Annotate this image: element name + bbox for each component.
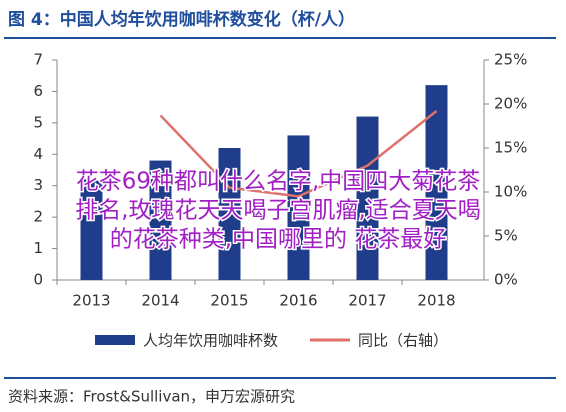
y-tick-label: 7 [33, 51, 43, 69]
y2-tick-label: 25% [494, 51, 527, 69]
y-tick-label: 2 [33, 208, 43, 226]
x-tick-label: 2017 [348, 292, 386, 310]
legend-label: 同比（右轴） [358, 332, 448, 350]
y2-tick-label: 0% [494, 271, 518, 289]
x-tick-label: 2015 [210, 292, 248, 310]
y-tick-label: 4 [33, 145, 43, 163]
bar [80, 179, 103, 280]
y2-tick-label: 5% [494, 227, 518, 245]
x-tick-label: 2018 [417, 292, 455, 310]
y2-tick-label: 15% [494, 139, 527, 157]
x-tick-label: 2016 [279, 292, 317, 310]
overlay-text: 花茶69种都叫什么名字,中国四大菊花茶 [76, 169, 481, 195]
overlay-text: 的花茶种类,中国哪里的 花茶最好 [110, 227, 447, 253]
y-tick-label: 5 [33, 113, 43, 131]
bar [287, 135, 310, 280]
overlay-text: 排名,玫瑰花天天喝子宫肌瘤,适合夏天喝 [75, 198, 481, 224]
y-tick-label: 0 [33, 271, 43, 289]
y2-tick-label: 10% [494, 183, 527, 201]
bar [356, 116, 379, 280]
y-tick-label: 3 [33, 176, 43, 194]
bar [425, 85, 448, 281]
y-tick-label: 6 [33, 82, 43, 100]
x-tick-label: 2013 [72, 292, 110, 310]
x-tick-label: 2014 [141, 292, 179, 310]
legend-swatch [95, 335, 135, 345]
legend-label: 人均年饮用咖啡杯数 [143, 332, 278, 350]
line [159, 110, 438, 198]
bar [149, 160, 172, 280]
y2-tick-label: 20% [494, 95, 527, 113]
y-tick-label: 1 [33, 239, 43, 257]
chart-title: 图 4：中国人均年饮用咖啡杯数变化（杯/人） [8, 9, 355, 30]
source: 资料来源：Frost&Sullivan，申万宏源研究 [8, 388, 295, 406]
